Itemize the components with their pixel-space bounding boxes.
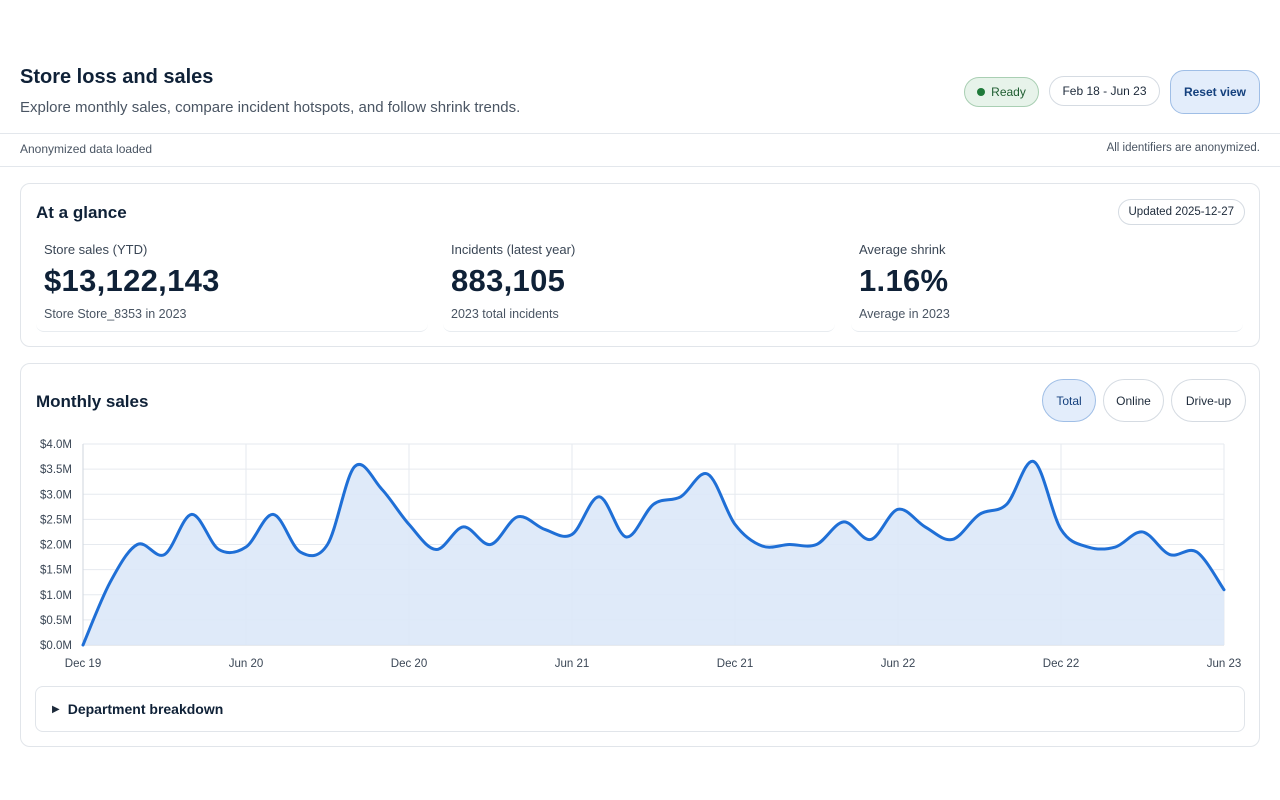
y-tick-label: $0.5M [40, 615, 72, 627]
kpi-subtext: 2023 total incidents [451, 307, 559, 321]
y-tick-label: $0.0M [40, 640, 72, 652]
page-subtitle: Explore monthly sales, compare incident … [20, 99, 521, 116]
at-a-glance-card: At a glance Updated 2025-12-27 Store sal… [20, 183, 1260, 347]
page-title: Store loss and sales [20, 66, 214, 88]
anonymization-note: All identifiers are anonymized. [1106, 142, 1260, 154]
reset-view-button[interactable]: Reset view [1170, 70, 1260, 114]
x-tick-label: Jun 22 [881, 658, 916, 670]
x-tick-label: Jun 23 [1207, 658, 1242, 670]
tab-online[interactable]: Online [1103, 379, 1164, 422]
page-header: Store loss and sales Explore monthly sal… [0, 0, 1280, 134]
kpi-subtext: Average in 2023 [859, 307, 950, 321]
y-tick-label: $2.5M [40, 514, 72, 526]
x-tick-label: Jun 21 [555, 658, 590, 670]
kpi-value: 1.16% [859, 263, 949, 298]
sales-area [83, 461, 1224, 645]
kpi-subtext: Store Store_8353 in 2023 [44, 307, 187, 321]
sales-title: Monthly sales [36, 392, 149, 411]
department-breakdown-toggle[interactable]: ▶ Department breakdown [35, 686, 1245, 732]
y-tick-label: $3.0M [40, 489, 72, 501]
kpi-average-shrink: Average shrink 1.16% Average in 2023 [851, 234, 1243, 332]
monthly-sales-chart: $0.0M $0.5M $1.0M $1.5M $2.0M $2.5M $3.0M $3.5M… [40, 439, 1242, 670]
triangle-right-icon: ▶ [52, 703, 60, 715]
x-tick-label: Dec 21 [717, 658, 753, 670]
status-label: Ready [991, 85, 1026, 99]
kpi-value: $13,122,143 [44, 263, 220, 298]
kpi-label: Store sales (YTD) [44, 242, 148, 257]
status-bar: Anonymized data loaded All identifiers a… [0, 134, 1280, 167]
status-dot-icon [977, 88, 986, 96]
glance-title: At a glance [36, 203, 127, 222]
x-tick-label: Jun 20 [229, 658, 264, 670]
y-tick-label: $2.0M [40, 540, 72, 552]
kpi-value: 883,105 [451, 263, 566, 298]
tab-total[interactable]: Total [1042, 379, 1096, 422]
status-badge: Ready [964, 77, 1039, 107]
kpi-incidents: Incidents (latest year) 883,105 2023 tot… [443, 234, 835, 332]
y-tick-label: $1.5M [40, 565, 72, 577]
updated-badge: Updated 2025-12-27 [1117, 199, 1245, 225]
y-tick-label: $3.5M [40, 464, 72, 476]
monthly-sales-card: Monthly sales Total Online Drive-up $0.0… [20, 363, 1260, 747]
y-tick-label: $1.0M [40, 590, 72, 602]
kpi-label: Incidents (latest year) [451, 242, 576, 257]
kpi-store-sales: Store sales (YTD) $13,122,143 Store Stor… [36, 234, 428, 332]
y-tick-label: $4.0M [40, 439, 72, 451]
date-range-badge: Feb 18 - Jun 23 [1049, 76, 1160, 106]
sales-line [81, 460, 1226, 647]
tab-drive-up[interactable]: Drive-up [1171, 379, 1246, 422]
x-tick-label: Dec 22 [1043, 658, 1079, 670]
department-breakdown-label: Department breakdown [67, 701, 224, 717]
data-status-text: Anonymized data loaded [20, 142, 153, 156]
x-tick-label: Dec 19 [65, 658, 101, 670]
kpi-label: Average shrink [859, 242, 946, 257]
x-tick-label: Dec 20 [391, 658, 427, 670]
